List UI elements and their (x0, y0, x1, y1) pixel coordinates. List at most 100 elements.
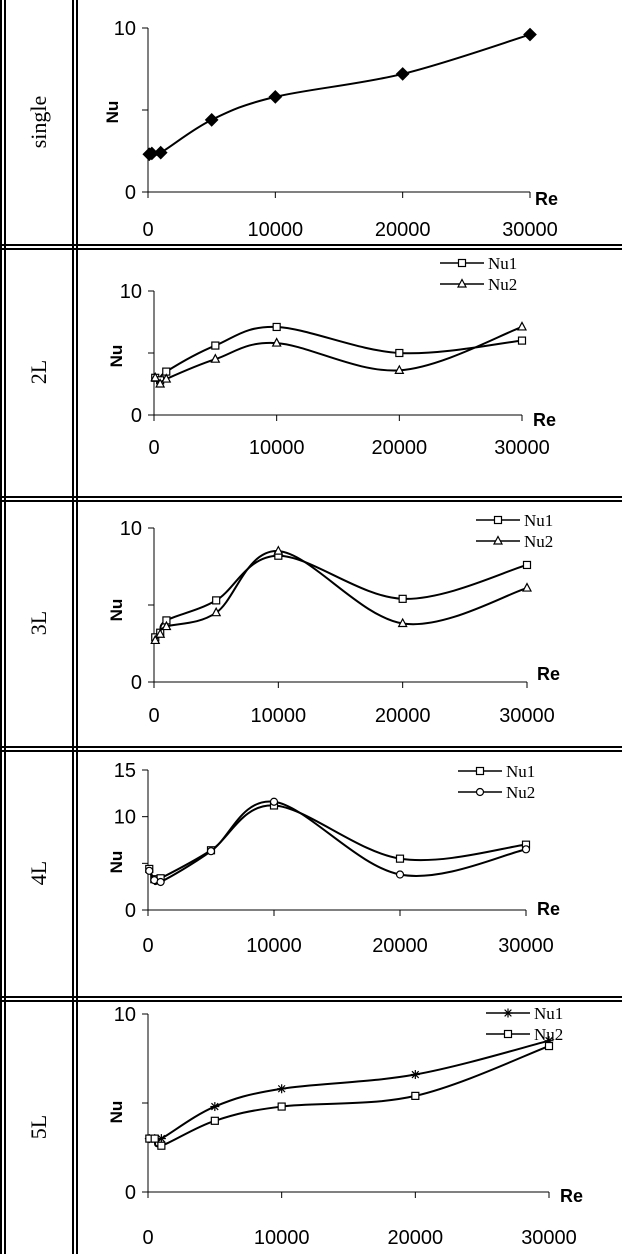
x-tick-label: 10000 (246, 935, 302, 957)
data-point (395, 854, 405, 863)
data-point (161, 620, 172, 631)
row-label-cell: single (6, 0, 72, 244)
x-tick-label: 0 (142, 219, 153, 241)
data-point (457, 258, 467, 268)
y-axis-title: Nu (107, 1101, 126, 1124)
data-point (155, 378, 166, 388)
data-point (410, 1070, 420, 1080)
x-tick-label: 0 (142, 935, 153, 957)
x-axis-title: Re (537, 899, 560, 919)
x-tick-label: 20000 (375, 219, 431, 241)
legend-label: Nu1 (524, 511, 553, 530)
data-point (150, 634, 161, 645)
x-axis-title: Re (533, 410, 556, 430)
y-tick-label: 10 (120, 518, 142, 540)
chart-row-2L: 2L 0 10 0 10000 20000 30000 Re Nu Nu1 Nu2 (0, 248, 622, 496)
y-axis-title: Nu (107, 851, 126, 874)
data-point (503, 1029, 513, 1039)
data-point (475, 787, 485, 797)
series-Nu2 (150, 545, 532, 645)
series-line (148, 33, 531, 157)
x-tick-label: 30000 (499, 705, 555, 727)
axes: 0 10 0 10000 20000 30000 (120, 281, 550, 459)
series-line (148, 804, 527, 883)
data-point (273, 545, 284, 555)
x-tick-label: 30000 (498, 935, 554, 957)
data-point (156, 877, 165, 887)
y-tick-label: 10 (120, 281, 142, 303)
y-tick-label: 0 (131, 405, 142, 427)
column-divider-inner (76, 0, 78, 1254)
column-divider (72, 0, 74, 1254)
x-tick-label: 30000 (494, 437, 550, 459)
series-line (149, 1045, 550, 1148)
data-point (153, 145, 168, 160)
data-point (277, 1084, 287, 1094)
row-label-cell: 4L (6, 750, 72, 996)
data-point (523, 27, 537, 42)
y-axis-title: Nu (107, 345, 126, 368)
series-Nu2 (145, 1041, 554, 1150)
data-point (277, 1102, 286, 1111)
data-point (517, 321, 527, 331)
series-Nu1 (145, 801, 531, 884)
legend-label: Nu2 (534, 1025, 563, 1044)
table-border-left (0, 0, 2, 1254)
y-tick-label: 10 (114, 807, 136, 829)
row-label: 5L (26, 1114, 51, 1140)
data-point (268, 90, 283, 104)
chart-row-single: single 0 10 0 10000 20000 30000 Re Nu (0, 0, 622, 244)
data-point (395, 348, 404, 358)
chart-row-4L: 4L 0 10 15 0 10000 20000 30000 Re Nu Nu1 Nu2 (0, 750, 622, 996)
series-Nu1 (151, 551, 532, 642)
axes: 0 10 0 10000 20000 30000 (114, 18, 558, 241)
row-label: 3L (26, 610, 51, 636)
row-label-cell: 2L (6, 248, 72, 496)
x-tick-label: 10000 (249, 437, 305, 459)
row-label: 2L (26, 359, 51, 385)
data-point (145, 866, 154, 875)
data-point (397, 617, 408, 628)
series-line (154, 554, 528, 639)
row-divider-inner (0, 1000, 622, 1002)
x-axis-title: Re (560, 1186, 583, 1206)
chart-cell: 0 10 0 10000 20000 30000 Re Nu (78, 0, 622, 244)
series-line (154, 325, 523, 382)
series-line (154, 550, 528, 642)
data-point (493, 535, 503, 545)
data-point (210, 353, 221, 363)
row-divider (0, 996, 622, 998)
data-point (269, 797, 279, 806)
x-tick-label: 30000 (521, 1227, 577, 1249)
y-tick-label: 10 (114, 18, 136, 40)
series-Nu2 (145, 797, 531, 887)
series-Nu1 (144, 1036, 554, 1144)
row-divider (0, 244, 622, 246)
data-point (150, 372, 161, 382)
data-point (211, 606, 222, 617)
data-point (212, 596, 221, 605)
data-point (210, 1116, 219, 1125)
chart-svg: 0 10 0 10000 20000 30000 Re Nu (103, 18, 558, 241)
series-line (149, 1039, 550, 1142)
x-tick-label: 10000 (248, 219, 304, 241)
legend-label: Nu1 (534, 1004, 563, 1023)
data-point (155, 628, 166, 638)
x-tick-label: 10000 (254, 1227, 310, 1249)
x-tick-label: 0 (142, 1227, 153, 1249)
legend-label: Nu1 (488, 254, 517, 273)
x-tick-label: 20000 (375, 705, 431, 727)
legend-label: Nu2 (488, 275, 517, 294)
chart-cell: 0 10 15 0 10000 20000 30000 Re Nu Nu1 Nu2 (78, 750, 622, 996)
y-tick-label: 0 (131, 672, 142, 694)
data-point (522, 560, 532, 570)
table-border-left-inner (4, 0, 6, 1254)
row-label-cell: 5L (6, 1000, 72, 1254)
y-tick-label: 10 (114, 1004, 136, 1026)
